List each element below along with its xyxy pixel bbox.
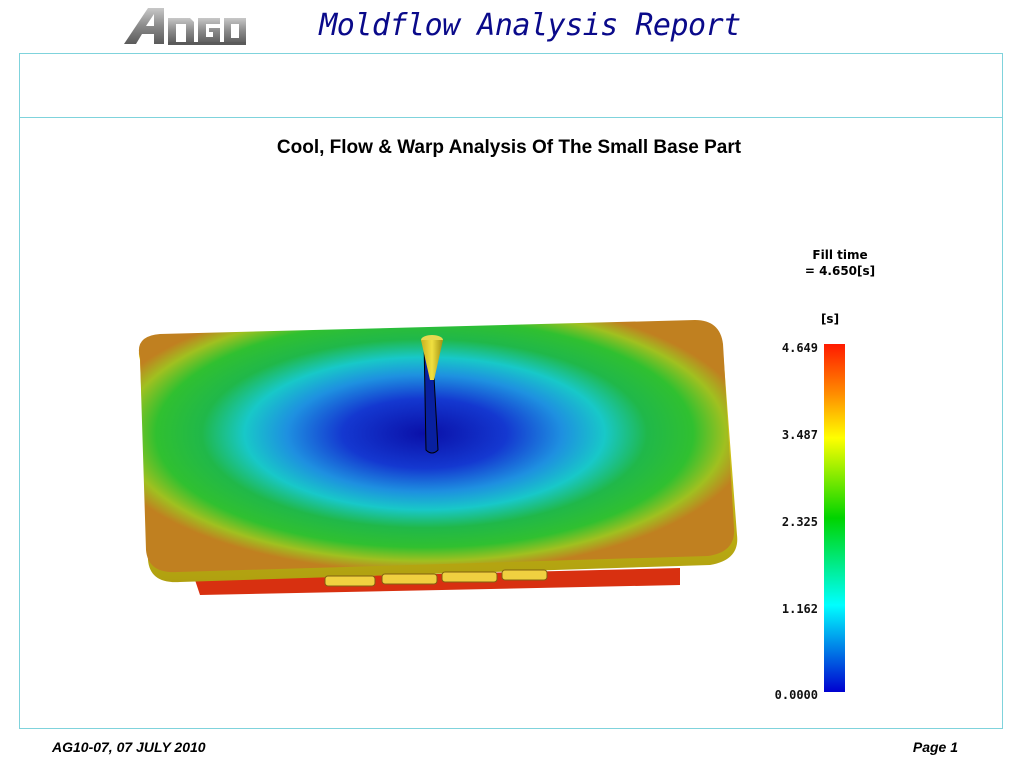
legend-tick-max: 4.649 xyxy=(781,341,818,355)
legend-result-name: Fill time xyxy=(812,248,868,262)
legend-heading: Fill time = 4.650[s] xyxy=(790,247,890,279)
footer-page-number: Page 1 xyxy=(912,739,958,755)
frame-divider xyxy=(19,117,1003,118)
legend-result-value: = 4.650[s] xyxy=(804,264,876,278)
ango-logo xyxy=(124,8,246,45)
report-title: Moldflow Analysis Report xyxy=(319,8,741,43)
legend-unit: [s] xyxy=(820,312,840,326)
legend-tick-3: 3.487 xyxy=(781,428,818,442)
footer-reference: AG10-07, 07 JULY 2010 xyxy=(52,739,206,755)
fill-time-part-render xyxy=(138,320,738,595)
fill-time-colorbar xyxy=(824,344,845,692)
content-frame xyxy=(19,53,1003,729)
legend-tick-min: 0.0000 xyxy=(774,688,818,702)
legend-tick-1: 1.162 xyxy=(781,602,818,616)
section-title: Cool, Flow & Warp Analysis Of The Small … xyxy=(276,137,742,158)
legend-tick-2: 2.325 xyxy=(781,515,818,529)
